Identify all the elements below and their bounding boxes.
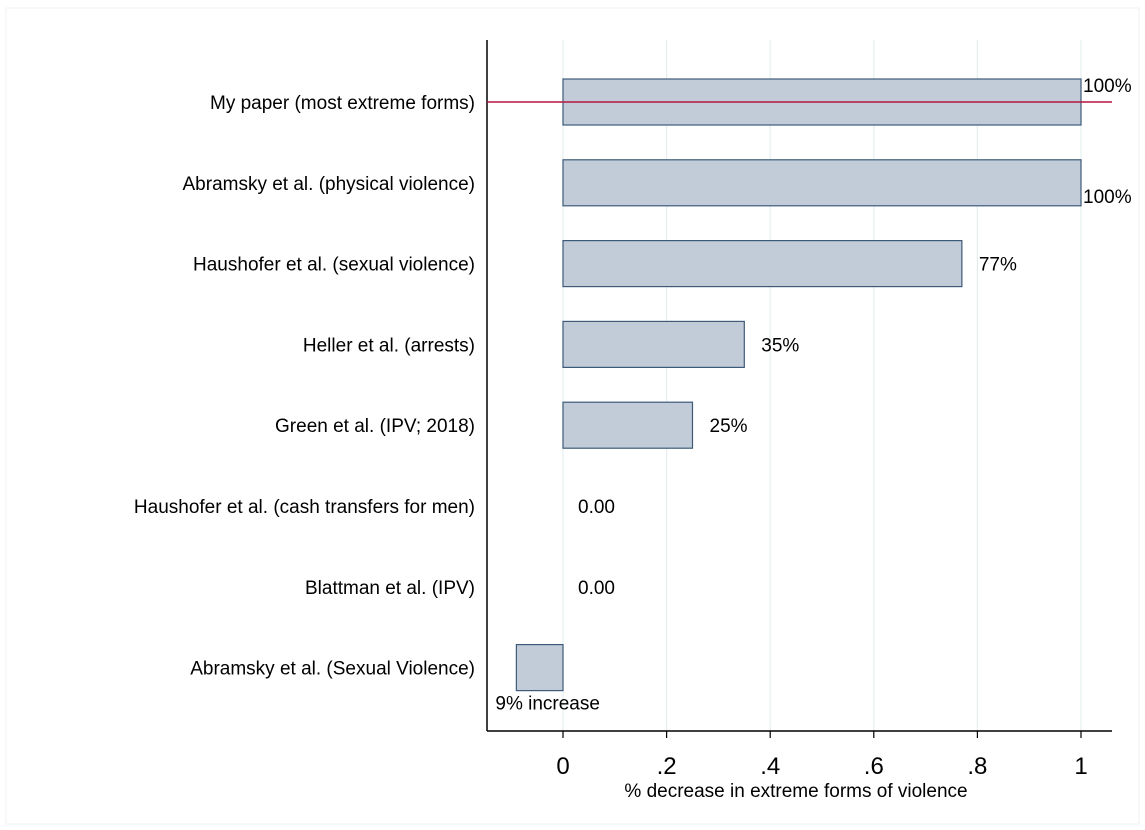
- x-tick-label: 1: [1074, 753, 1087, 780]
- category-label: Haushofer et al. (cash transfers for men…: [134, 497, 475, 518]
- x-tick-label: .2: [657, 753, 677, 780]
- x-tick-label: .4: [760, 753, 780, 780]
- data-label: 100%: [1083, 187, 1132, 208]
- data-label: 9% increase: [495, 694, 600, 715]
- x-tick-label: 0: [556, 753, 569, 780]
- axes: [486, 40, 1112, 732]
- bar: [515, 643, 564, 692]
- category-label: Heller et al. (arrests): [303, 335, 475, 356]
- gridlines: [562, 40, 1082, 731]
- category-label: Blattman et al. (IPV): [305, 578, 475, 599]
- x-tick-label: .8: [967, 753, 987, 780]
- category-label: Haushofer et al. (sexual violence): [193, 255, 475, 276]
- data-label: 35%: [761, 335, 799, 356]
- category-label: My paper (most extreme forms): [210, 93, 475, 114]
- bar: [562, 240, 963, 288]
- x-axis-title: % decrease in extreme forms of violence: [624, 781, 967, 802]
- category-label: Green et al. (IPV; 2018): [275, 416, 475, 437]
- data-labels: 100% 100% 77% 35% 25% 0.00 0.00 9% increase: [495, 76, 1131, 715]
- bar: [562, 401, 694, 449]
- category-label: Abramsky et al. (Sexual Violence): [190, 659, 475, 680]
- data-label: 25%: [710, 416, 748, 437]
- category-label: Abramsky et al. (physical violence): [183, 174, 476, 195]
- x-tick-label: .6: [864, 753, 884, 780]
- data-label: 0.00: [578, 578, 615, 599]
- category-labels: My paper (most extreme forms) Abramsky et…: [134, 93, 475, 680]
- bar: [562, 320, 745, 368]
- data-label: 77%: [979, 255, 1017, 276]
- bar: [562, 159, 1082, 207]
- data-label: 100%: [1083, 76, 1132, 97]
- data-label: 0.00: [578, 497, 615, 518]
- x-ticks: 0 .2 .4 .6 .8 1: [556, 731, 1088, 780]
